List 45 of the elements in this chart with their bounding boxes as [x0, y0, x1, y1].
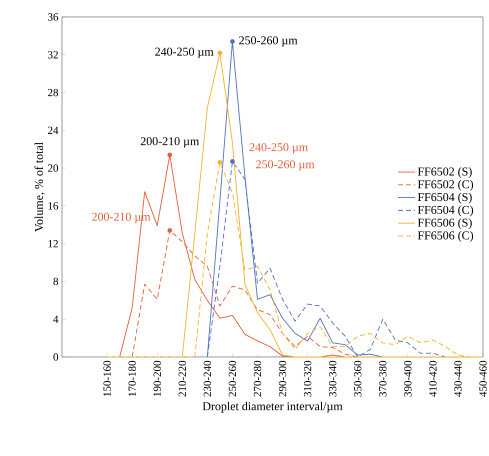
legend-label: FF6506 (S): [418, 218, 472, 230]
y-tick-label: 8: [53, 278, 58, 286]
point: [230, 39, 235, 44]
point: [167, 152, 172, 158]
annotation: 200-210 µm: [140, 137, 200, 148]
x-tick-label: 350-360: [354, 360, 362, 396]
point: [167, 228, 172, 233]
x-tick-label: 190-200: [154, 360, 161, 396]
x-tick-label: 330-340: [328, 360, 336, 396]
point: [218, 160, 222, 165]
annotation: 240-250 µm: [250, 143, 308, 154]
x-tick-label: 210-220: [178, 360, 186, 397]
y-tick-label: 0: [53, 353, 58, 361]
x-tick-label: 410-420: [429, 360, 437, 397]
legend-label: FF6502 (C): [418, 180, 474, 191]
x-tick-label: 230-240: [204, 360, 212, 397]
x-tick-label: 270-280: [254, 360, 262, 397]
x-tick-label: 150-160: [103, 360, 111, 396]
x-tick-label: 170-180: [128, 360, 136, 396]
annotation: 250-260 µm: [239, 36, 298, 47]
x-tick-label: 310-320: [304, 360, 312, 396]
y-tick-label: 36: [48, 13, 58, 21]
x-tick-label: 450-460: [479, 360, 487, 397]
x-tick-label: 370-380: [379, 360, 386, 396]
y-axis-title: Volume, % of total: [34, 142, 45, 232]
y-tick-label: 32: [48, 51, 58, 58]
point: [218, 50, 222, 56]
annotation: 250-260 µm: [256, 160, 314, 171]
x-tick-label: 390-400: [404, 360, 412, 396]
annotation: 240-250 µm: [155, 48, 214, 58]
x-axis-title: Droplet diameter interval/µm: [202, 402, 342, 413]
legend-label: FF6504 (S): [418, 192, 472, 204]
point: [230, 159, 235, 164]
legend-label: FF6502 (S): [418, 167, 472, 178]
legend-label: FF6506 (C): [418, 231, 474, 242]
y-tick-label: 24: [48, 126, 58, 134]
x-tick-label: 250-260: [228, 360, 236, 397]
y-tick-label: 4: [53, 316, 58, 323]
x-tick-label: 290-300: [278, 360, 286, 397]
legend-label: FF6504 (C): [418, 205, 474, 216]
y-tick-label: 12: [48, 240, 58, 248]
x-tick-label: 430-440: [454, 360, 462, 397]
y-tick-label: 16: [48, 202, 58, 210]
y-tick-label: 20: [48, 164, 58, 172]
y-tick-label: 28: [48, 88, 58, 96]
